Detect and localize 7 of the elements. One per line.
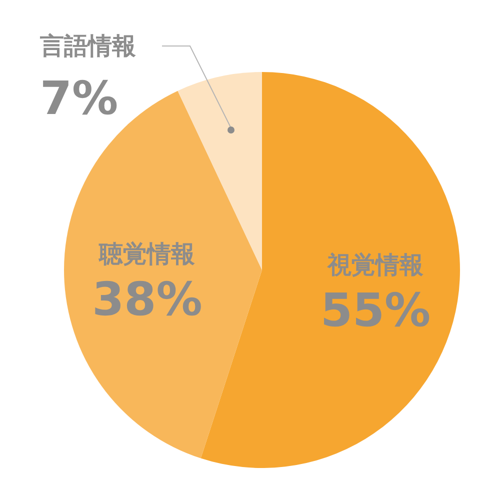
data-label: 38% [92, 272, 202, 326]
slice-label: 視覚情報 [326, 250, 424, 279]
pie-slice [200, 72, 460, 468]
data-label: 7% [40, 71, 118, 125]
slice-label: 聴覚情報 [98, 240, 196, 268]
data-label: 55% [320, 282, 431, 337]
slice-label: 言語情報 [39, 32, 136, 60]
